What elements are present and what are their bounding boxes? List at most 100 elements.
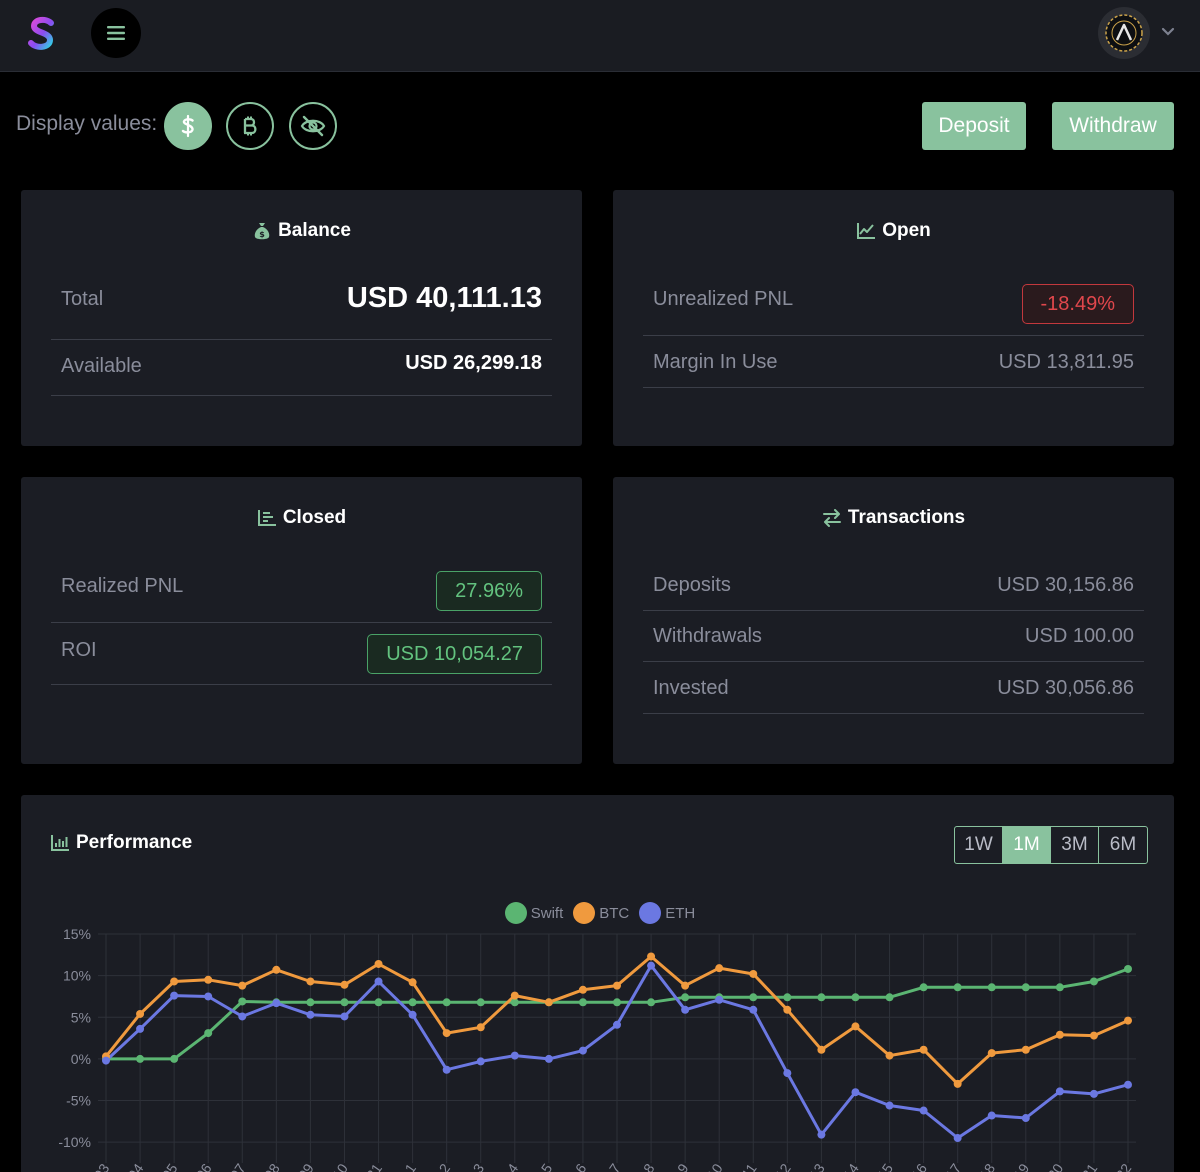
- unrealized-pnl-row: Unrealized PNL -18.49%: [643, 270, 1144, 336]
- open-card-title: Open: [613, 220, 1174, 242]
- display-values-label: Display values:: [16, 112, 158, 135]
- data-point-btc: [851, 1022, 860, 1031]
- legend-item-swift[interactable]: Swift: [504, 902, 563, 924]
- data-point-eth: [851, 1088, 860, 1097]
- performance-title: Performance: [50, 832, 192, 854]
- x-tick-label: 13: [806, 1160, 828, 1172]
- data-point-swift: [987, 983, 996, 992]
- x-tick-label: 22: [1112, 1160, 1134, 1172]
- data-point-eth: [136, 1024, 145, 1033]
- data-point-swift: [681, 993, 690, 1002]
- display-hidden-button[interactable]: [289, 102, 337, 150]
- data-point-eth: [442, 1065, 451, 1074]
- data-point-swift: [238, 997, 247, 1006]
- deposits-value: USD 30,156.86: [997, 574, 1134, 596]
- deposits-label: Deposits: [653, 574, 731, 596]
- data-point-swift: [476, 998, 485, 1007]
- data-point-swift: [374, 998, 383, 1007]
- display-btc-button[interactable]: [226, 102, 274, 150]
- data-point-swift: [442, 998, 451, 1007]
- data-point-btc: [681, 981, 690, 990]
- data-point-btc: [510, 991, 519, 1000]
- data-point-eth: [272, 999, 281, 1008]
- data-point-eth: [238, 1012, 247, 1021]
- data-point-eth: [817, 1130, 826, 1139]
- deposit-button[interactable]: Deposit: [922, 102, 1026, 150]
- data-point-btc: [1055, 1030, 1064, 1039]
- roi-label: ROI: [61, 639, 97, 661]
- x-tick-label: 5: [538, 1160, 556, 1172]
- data-point-eth: [476, 1057, 485, 1066]
- transactions-title-text: Transactions: [847, 507, 966, 528]
- swift-logo-icon[interactable]: [22, 14, 62, 54]
- data-point-eth: [1055, 1087, 1064, 1096]
- x-tick-label: 20: [1044, 1160, 1066, 1172]
- range-6m-button[interactable]: 6M: [1109, 834, 1137, 855]
- transactions-card: Transactions Deposits USD 30,156.86 With…: [613, 477, 1174, 764]
- legend-item-eth[interactable]: ETH: [639, 902, 695, 924]
- withdrawals-value: USD 100.00: [1025, 625, 1134, 647]
- chevron-down-icon[interactable]: [1158, 22, 1178, 42]
- data-point-btc: [987, 1049, 996, 1058]
- invested-value: USD 30,056.86: [997, 677, 1134, 699]
- range-3m-button[interactable]: 3M: [1051, 827, 1099, 863]
- data-point-swift: [578, 998, 587, 1007]
- data-point-swift: [1089, 977, 1098, 986]
- data-point-btc: [749, 969, 758, 978]
- roi-row: ROI USD 10,054.27: [51, 623, 552, 685]
- x-tick-label: 31: [363, 1160, 385, 1172]
- range-1m-button[interactable]: 1M: [1003, 827, 1051, 863]
- data-point-btc: [953, 1079, 962, 1088]
- menu-toggle-button[interactable]: [91, 8, 141, 58]
- data-point-eth: [544, 1054, 553, 1063]
- realized-pnl-label: Realized PNL: [61, 575, 184, 597]
- total-label: Total: [61, 288, 104, 310]
- x-tick-label: 1: [401, 1160, 419, 1172]
- data-point-swift: [408, 998, 417, 1007]
- data-point-eth: [408, 1010, 417, 1019]
- x-tick-label: 07: [227, 1160, 249, 1172]
- data-point-btc: [817, 1045, 826, 1054]
- data-point-swift: [953, 983, 962, 992]
- legend-eth-swatch: [639, 902, 662, 924]
- deposits-row: Deposits USD 30,156.86: [643, 560, 1144, 611]
- x-tick-label: 18: [976, 1160, 998, 1172]
- y-tick-label: 10%: [63, 968, 91, 984]
- x-tick-label: 19: [1010, 1160, 1032, 1172]
- y-tick-label: -5%: [66, 1093, 91, 1109]
- data-point-swift: [851, 993, 860, 1002]
- data-point-eth: [987, 1111, 996, 1120]
- y-tick-label: 0%: [71, 1051, 91, 1067]
- data-point-eth: [783, 1069, 792, 1078]
- display-usd-button[interactable]: [164, 102, 212, 150]
- performance-title-text: Performance: [76, 832, 193, 853]
- range-1w-button[interactable]: 1W: [955, 827, 1003, 863]
- balance-title-text: Balance: [278, 220, 351, 241]
- closed-title-text: Closed: [282, 507, 347, 528]
- legend-eth-label: ETH: [665, 904, 696, 922]
- x-tick-label: 08: [261, 1160, 283, 1172]
- btc-icon: [243, 116, 257, 136]
- data-point-eth: [715, 995, 724, 1004]
- user-avatar-icon[interactable]: [1098, 7, 1150, 59]
- data-point-btc: [340, 980, 349, 989]
- x-tick-label: 3: [470, 1160, 488, 1172]
- data-point-btc: [919, 1045, 928, 1054]
- x-tick-label: 03: [90, 1160, 112, 1172]
- x-tick-label: 8: [640, 1160, 658, 1172]
- data-point-eth: [306, 1010, 315, 1019]
- legend-item-btc[interactable]: BTC: [573, 902, 629, 924]
- data-point-btc: [613, 981, 621, 990]
- data-point-eth: [1089, 1089, 1098, 1098]
- data-point-btc: [442, 1029, 451, 1038]
- legend-btc-label: BTC: [599, 904, 630, 922]
- data-point-eth: [885, 1101, 894, 1110]
- data-point-eth: [204, 992, 213, 1001]
- hamburger-icon: [107, 26, 125, 40]
- withdraw-button[interactable]: Withdraw: [1052, 102, 1174, 150]
- margin-in-use-label: Margin In Use: [653, 351, 778, 373]
- data-point-btc: [783, 1005, 792, 1014]
- balance-total-row: Total USD 40,111.13: [51, 270, 552, 340]
- x-tick-label: 14: [840, 1160, 862, 1172]
- x-tick-label: 12: [772, 1160, 794, 1172]
